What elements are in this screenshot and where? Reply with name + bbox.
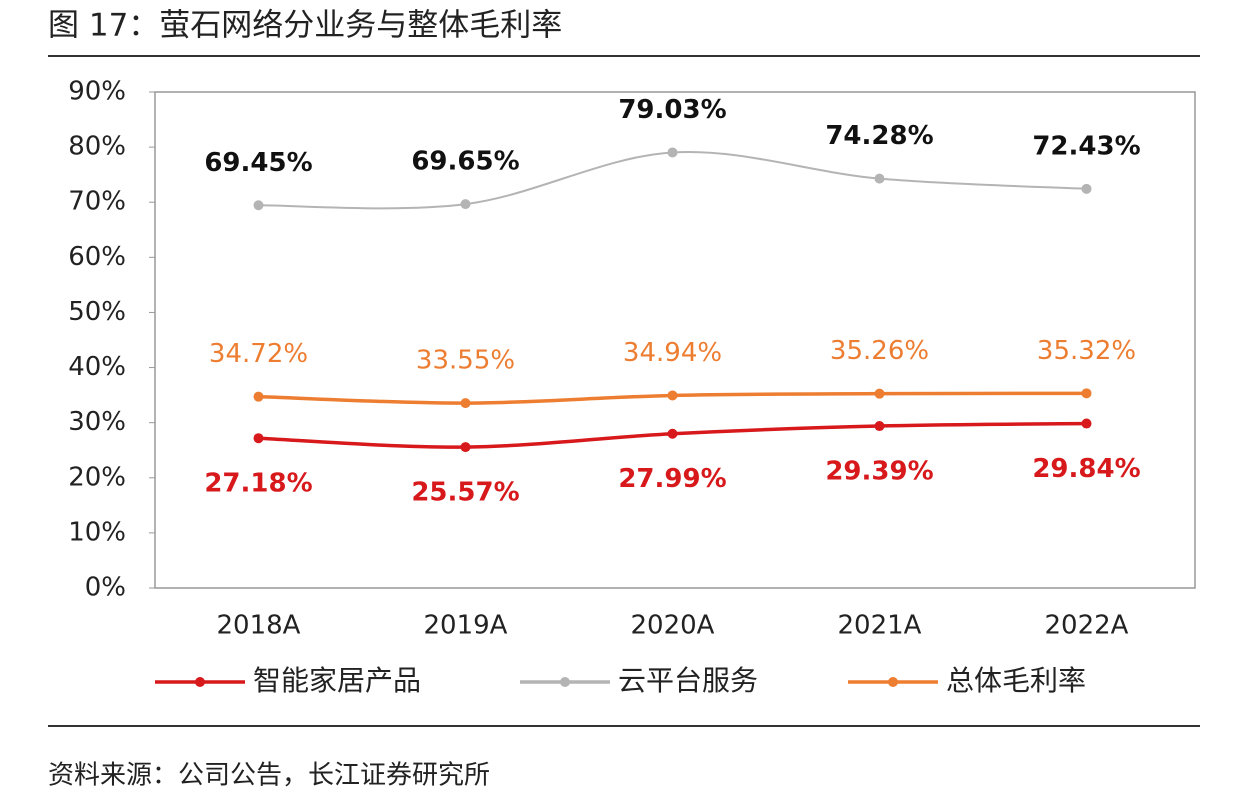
value-label: 79.03% <box>618 95 726 125</box>
legend-label: 云平台服务 <box>618 664 758 697</box>
source-note: 资料来源：公司公告，长江证券研究所 <box>48 761 490 791</box>
legend-label: 总体毛利率 <box>946 664 1086 697</box>
marker <box>1081 183 1092 194</box>
legend-marker <box>195 677 205 687</box>
marker <box>460 398 471 409</box>
marker <box>253 433 264 444</box>
x-tick-label: 2021A <box>838 611 922 641</box>
x-tick-label: 2019A <box>424 611 508 641</box>
y-tick-label: 90% <box>68 77 126 107</box>
marker <box>667 147 678 158</box>
y-tick-label: 0% <box>85 573 126 603</box>
chart-title: 图 17：萤石网络分业务与整体毛利率 <box>48 8 562 44</box>
value-label: 35.26% <box>830 336 929 366</box>
y-tick-label: 40% <box>68 352 126 382</box>
marker <box>1081 418 1092 429</box>
value-label: 29.39% <box>825 457 933 487</box>
value-label: 74.28% <box>825 121 933 151</box>
legend-label: 智能家居产品 <box>253 664 421 697</box>
marker <box>460 442 471 453</box>
marker <box>1081 388 1092 399</box>
value-label: 34.94% <box>623 338 722 368</box>
legend-marker <box>888 677 898 687</box>
value-label: 35.32% <box>1037 336 1136 366</box>
y-tick-label: 20% <box>68 462 126 492</box>
value-label: 27.99% <box>618 464 726 494</box>
value-label: 29.84% <box>1032 454 1140 484</box>
marker <box>667 390 678 401</box>
value-label: 69.45% <box>204 148 312 178</box>
value-label: 25.57% <box>411 478 519 508</box>
marker <box>460 199 471 210</box>
marker <box>874 421 885 432</box>
y-tick-label: 50% <box>68 297 126 327</box>
y-tick-label: 80% <box>68 132 126 162</box>
value-label: 33.55% <box>416 346 515 376</box>
marker <box>874 388 885 399</box>
marker <box>874 173 885 184</box>
marker <box>253 391 264 402</box>
legend-marker <box>560 677 570 687</box>
series-line <box>258 150 1087 210</box>
marker <box>667 428 678 439</box>
y-tick-label: 60% <box>68 242 126 272</box>
y-tick-label: 10% <box>68 517 126 547</box>
plot-frame <box>154 91 1196 589</box>
x-tick-label: 2022A <box>1045 611 1129 641</box>
x-tick-label: 2018A <box>217 611 301 641</box>
x-tick-label: 2020A <box>631 611 715 641</box>
value-label: 69.65% <box>411 147 519 177</box>
marker <box>253 200 264 211</box>
value-label: 27.18% <box>204 469 312 499</box>
value-label: 34.72% <box>209 339 308 369</box>
value-label: 72.43% <box>1032 131 1140 161</box>
y-tick-label: 30% <box>68 407 126 437</box>
y-tick-label: 70% <box>68 187 126 217</box>
